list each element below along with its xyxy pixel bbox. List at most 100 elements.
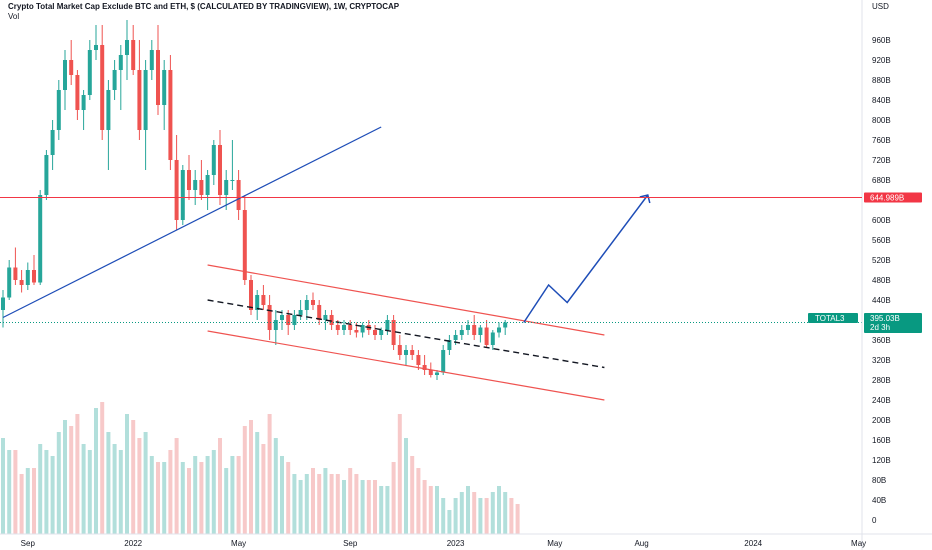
candle-body (397, 345, 402, 355)
candle-body (459, 330, 464, 335)
volume-bar (447, 510, 452, 534)
y-tick-label: 560B (872, 236, 891, 245)
candle-body (50, 130, 55, 155)
candle-body (304, 300, 309, 310)
volume-bar (75, 414, 80, 534)
y-tick-label: 80B (872, 476, 886, 485)
x-tick-label: 2022 (124, 539, 142, 548)
volume-bar (373, 480, 377, 534)
candle-body (187, 170, 191, 190)
volume-bar (87, 450, 92, 534)
volume-bar (286, 462, 291, 534)
y-tick-label: 960B (872, 36, 891, 45)
time-axis[interactable]: Sep 2022 May Sep 2023 May Aug 2024 May (21, 539, 866, 548)
candle-body (249, 280, 253, 310)
volume-bar (335, 474, 340, 534)
y-tick-label: 240B (872, 396, 891, 405)
volume-bar (459, 492, 464, 534)
volume-bar (199, 462, 204, 534)
volume-bar (366, 480, 371, 534)
candle-body (267, 305, 272, 330)
volume-bar (56, 432, 61, 534)
volume-bar (187, 468, 191, 534)
candle-body (435, 372, 439, 375)
resistance-price-tag (864, 192, 922, 203)
volume-bar (180, 462, 185, 534)
volume-bar (329, 474, 334, 534)
candle-body (32, 270, 36, 283)
volume-bar (397, 414, 402, 534)
candle-body (13, 267, 18, 280)
volume-bar (69, 426, 74, 534)
volume-bar (125, 414, 129, 534)
y-tick-label: 840B (872, 96, 891, 105)
volume-bar (410, 456, 415, 534)
volume-bar (323, 468, 328, 534)
volume-bar (211, 450, 216, 534)
y-tick-label: 800B (872, 116, 891, 125)
candle-body (317, 305, 322, 320)
volume-bar (149, 456, 154, 534)
candle-body (441, 350, 446, 373)
candle-body (137, 70, 142, 130)
volume-bar (81, 444, 86, 534)
volume-bar (273, 438, 278, 534)
volume-bar (38, 444, 43, 534)
candle-body (472, 325, 477, 335)
volume-bar (503, 492, 508, 534)
candle-body (112, 70, 117, 90)
volume-bar (497, 486, 501, 534)
y-tick-label: 280B (872, 376, 891, 385)
candle-body (7, 267, 12, 298)
volume-bar (453, 498, 458, 534)
volume-bar (100, 402, 105, 534)
y-tick-label: 120B (872, 456, 891, 465)
volume-bar (19, 474, 24, 534)
volume-bar (261, 444, 266, 534)
candle-body (280, 315, 284, 320)
candle-body (261, 295, 266, 305)
volume-bar (490, 492, 495, 534)
candle-body (373, 330, 377, 335)
candle-body (81, 95, 86, 110)
y-tick-label: 440B (872, 296, 891, 305)
volume-bar (168, 450, 173, 534)
symbol-tag (808, 313, 858, 323)
last-price-tag (864, 313, 922, 333)
volume-bar (404, 438, 408, 534)
volume-bar (63, 420, 67, 534)
currency-label: USD (872, 2, 889, 11)
candle-body (230, 180, 235, 181)
candle-body (100, 45, 105, 130)
candle-body (478, 327, 483, 335)
volume-bar (422, 480, 427, 534)
candle-body (1, 297, 5, 310)
volume-bar (379, 486, 384, 534)
volume-bar (131, 420, 136, 534)
candle-body (255, 295, 260, 310)
volume-bar (280, 456, 284, 534)
candle-body (211, 145, 216, 175)
volume-bar (354, 474, 359, 534)
candle-body (19, 280, 24, 285)
candle-body (428, 370, 433, 375)
candle-body (75, 75, 80, 110)
volume-bar (416, 468, 421, 534)
volume-bar (311, 468, 315, 534)
candle-body (125, 40, 129, 55)
volume-bar (428, 486, 433, 534)
volume-bar (112, 444, 117, 534)
candle-body (242, 210, 247, 280)
volume-bar (143, 432, 148, 534)
drawings[interactable] (0, 126, 862, 401)
candle-body (490, 332, 495, 345)
candle-body (56, 90, 61, 130)
x-tick-label: 2024 (744, 539, 762, 548)
volume-bar (205, 456, 210, 534)
candle-body (292, 315, 297, 325)
volume-bar (249, 420, 253, 534)
volume-bar (348, 468, 353, 534)
volume-bar (44, 450, 49, 534)
